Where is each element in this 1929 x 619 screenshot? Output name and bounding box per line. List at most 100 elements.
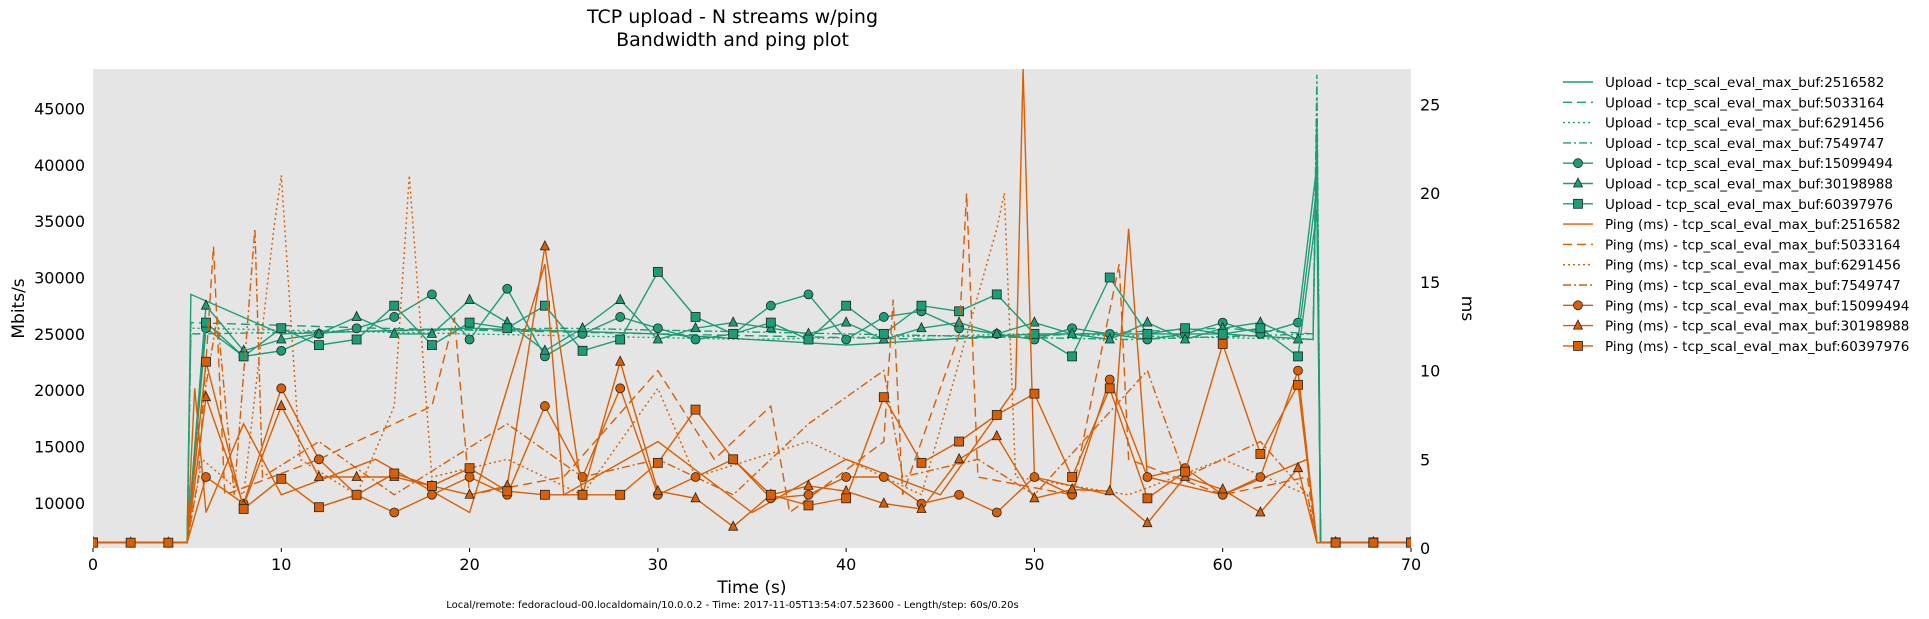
legend-label-8: Ping (ms) - tcp_scal_eval_max_buf:503316… xyxy=(1605,237,1901,253)
series-6-point-18 xyxy=(803,334,814,345)
legend-label-7: Ping (ms) - tcp_scal_eval_max_buf:251658… xyxy=(1605,217,1901,233)
series-13-point-26 xyxy=(1029,388,1040,399)
series-5-point-24 xyxy=(1029,316,1040,327)
series-4-point-4 xyxy=(276,345,287,356)
series-5-point-21 xyxy=(916,321,927,333)
y-left-tick-label-3: 25000 xyxy=(34,325,85,344)
legend-label-12: Ping (ms) - tcp_scal_eval_max_buf:301989… xyxy=(1605,319,1909,335)
series-11-point-10 xyxy=(427,489,437,500)
series-line-8 xyxy=(93,193,1411,544)
series-6-point-31 xyxy=(1293,351,1303,362)
series-12-point-33 xyxy=(1292,461,1304,473)
series-13-point-22 xyxy=(878,392,889,403)
series-6-point-15 xyxy=(690,312,701,322)
legend-label-10: Ping (ms) - tcp_scal_eval_max_buf:754974… xyxy=(1605,278,1901,294)
series-line-12 xyxy=(93,246,1411,544)
chart-title: TCP upload - N streams w/ping xyxy=(586,6,879,28)
series-13-point-36 xyxy=(1368,537,1379,548)
legend-label-3: Upload - tcp_scal_eval_max_buf:7549747 xyxy=(1605,136,1884,152)
series-13-point-18 xyxy=(728,454,739,465)
series-11-point-25 xyxy=(991,507,1002,518)
series-5-point-12 xyxy=(577,321,588,333)
series-13-point-29 xyxy=(1142,493,1153,504)
series-13-point-35 xyxy=(1330,537,1341,548)
series-group-3 xyxy=(93,74,1411,544)
series-5-point-23 xyxy=(991,327,1002,338)
series-13-point-15 xyxy=(615,489,626,500)
x-tick-label-5: 50 xyxy=(1024,555,1044,574)
series-11-point-24 xyxy=(954,489,965,500)
series-4-point-8 xyxy=(427,289,437,300)
series-13-point-14 xyxy=(577,489,588,500)
series-5-point-26 xyxy=(1104,333,1115,344)
series-5-point-11 xyxy=(539,344,551,355)
series-4-point-20 xyxy=(878,312,889,322)
series-12-point-32 xyxy=(1255,506,1266,517)
series-6-point-19 xyxy=(841,300,852,311)
series-4-point-19 xyxy=(841,334,852,345)
legend-label-13: Ping (ms) - tcp_scal_eval_max_buf:603979… xyxy=(1605,339,1909,355)
series-4-point-7 xyxy=(389,312,400,322)
series-6-point-29 xyxy=(1217,328,1228,339)
series-11-point-13 xyxy=(539,401,550,411)
series-5-point-5 xyxy=(313,327,325,338)
legend-marker-5 xyxy=(1572,177,1584,188)
series-line-11 xyxy=(93,370,1411,544)
series-13-point-27 xyxy=(1067,472,1077,482)
series-12-point-13 xyxy=(539,240,551,251)
x-tick-label-0: 0 xyxy=(88,555,98,574)
y-left-tick-label-2: 20000 xyxy=(34,381,85,400)
series-11-point-7 xyxy=(314,454,324,465)
series-group-13 xyxy=(93,339,1411,548)
series-group-10 xyxy=(93,228,1411,544)
legend-label-6: Upload - tcp_scal_eval_max_buf:60397976 xyxy=(1605,197,1893,213)
series-5-point-7 xyxy=(389,327,400,338)
x-tick-label-6: 60 xyxy=(1213,555,1233,574)
series-11-point-33 xyxy=(1293,365,1303,376)
series-6-point-23 xyxy=(991,289,1002,300)
y-left-tick-label-0: 10000 xyxy=(34,494,85,513)
y-right-tick-label-5: 25 xyxy=(1420,95,1440,114)
series-12-point-4 xyxy=(200,390,212,402)
plot-area xyxy=(93,69,1411,548)
series-5-point-27 xyxy=(1142,316,1153,327)
y-right-tick-label-3: 15 xyxy=(1420,273,1440,292)
series-5-point-14 xyxy=(652,333,664,344)
legend-marker-6 xyxy=(1573,198,1583,209)
series-6-point-30 xyxy=(1255,323,1266,334)
y-right-tick-label-1: 5 xyxy=(1420,450,1430,469)
series-13-point-21 xyxy=(841,493,852,504)
series-13-point-7 xyxy=(314,502,324,513)
series-6-point-24 xyxy=(1029,328,1040,339)
x-tick-label-7: 70 xyxy=(1401,555,1421,574)
y-right-tick-label-2: 10 xyxy=(1420,362,1440,381)
series-6-point-14 xyxy=(652,266,663,277)
series-13-point-28 xyxy=(1104,383,1115,394)
series-12-point-7 xyxy=(313,470,325,481)
series-11-point-17 xyxy=(690,472,701,482)
series-13-point-4 xyxy=(201,356,211,367)
series-5-point-16 xyxy=(728,316,739,327)
series-5-point-25 xyxy=(1066,327,1078,338)
series-6-point-21 xyxy=(916,300,927,311)
series-4-point-6 xyxy=(351,323,362,334)
series-line-7 xyxy=(93,68,1411,544)
legend-marker-11 xyxy=(1573,300,1583,311)
series-6-point-17 xyxy=(765,317,776,328)
series-11-point-22 xyxy=(878,472,889,482)
x-axis-label: Time (s) xyxy=(716,578,786,598)
series-13-point-20 xyxy=(803,500,814,511)
series-13-point-8 xyxy=(351,489,362,500)
series-6-point-12 xyxy=(577,345,588,356)
series-6-point-26 xyxy=(1104,272,1115,283)
chart-footer: Local/remote: fedoracloud-00.localdomain… xyxy=(446,600,1019,611)
series-4-point-9 xyxy=(464,334,475,345)
series-11-point-26 xyxy=(1029,472,1040,482)
series-13-point-13 xyxy=(539,489,550,500)
series-12-point-26 xyxy=(1029,491,1040,503)
series-6-point-22 xyxy=(954,306,965,317)
series-5-point-9 xyxy=(464,293,475,304)
y-left-tick-label-4: 30000 xyxy=(34,269,85,288)
